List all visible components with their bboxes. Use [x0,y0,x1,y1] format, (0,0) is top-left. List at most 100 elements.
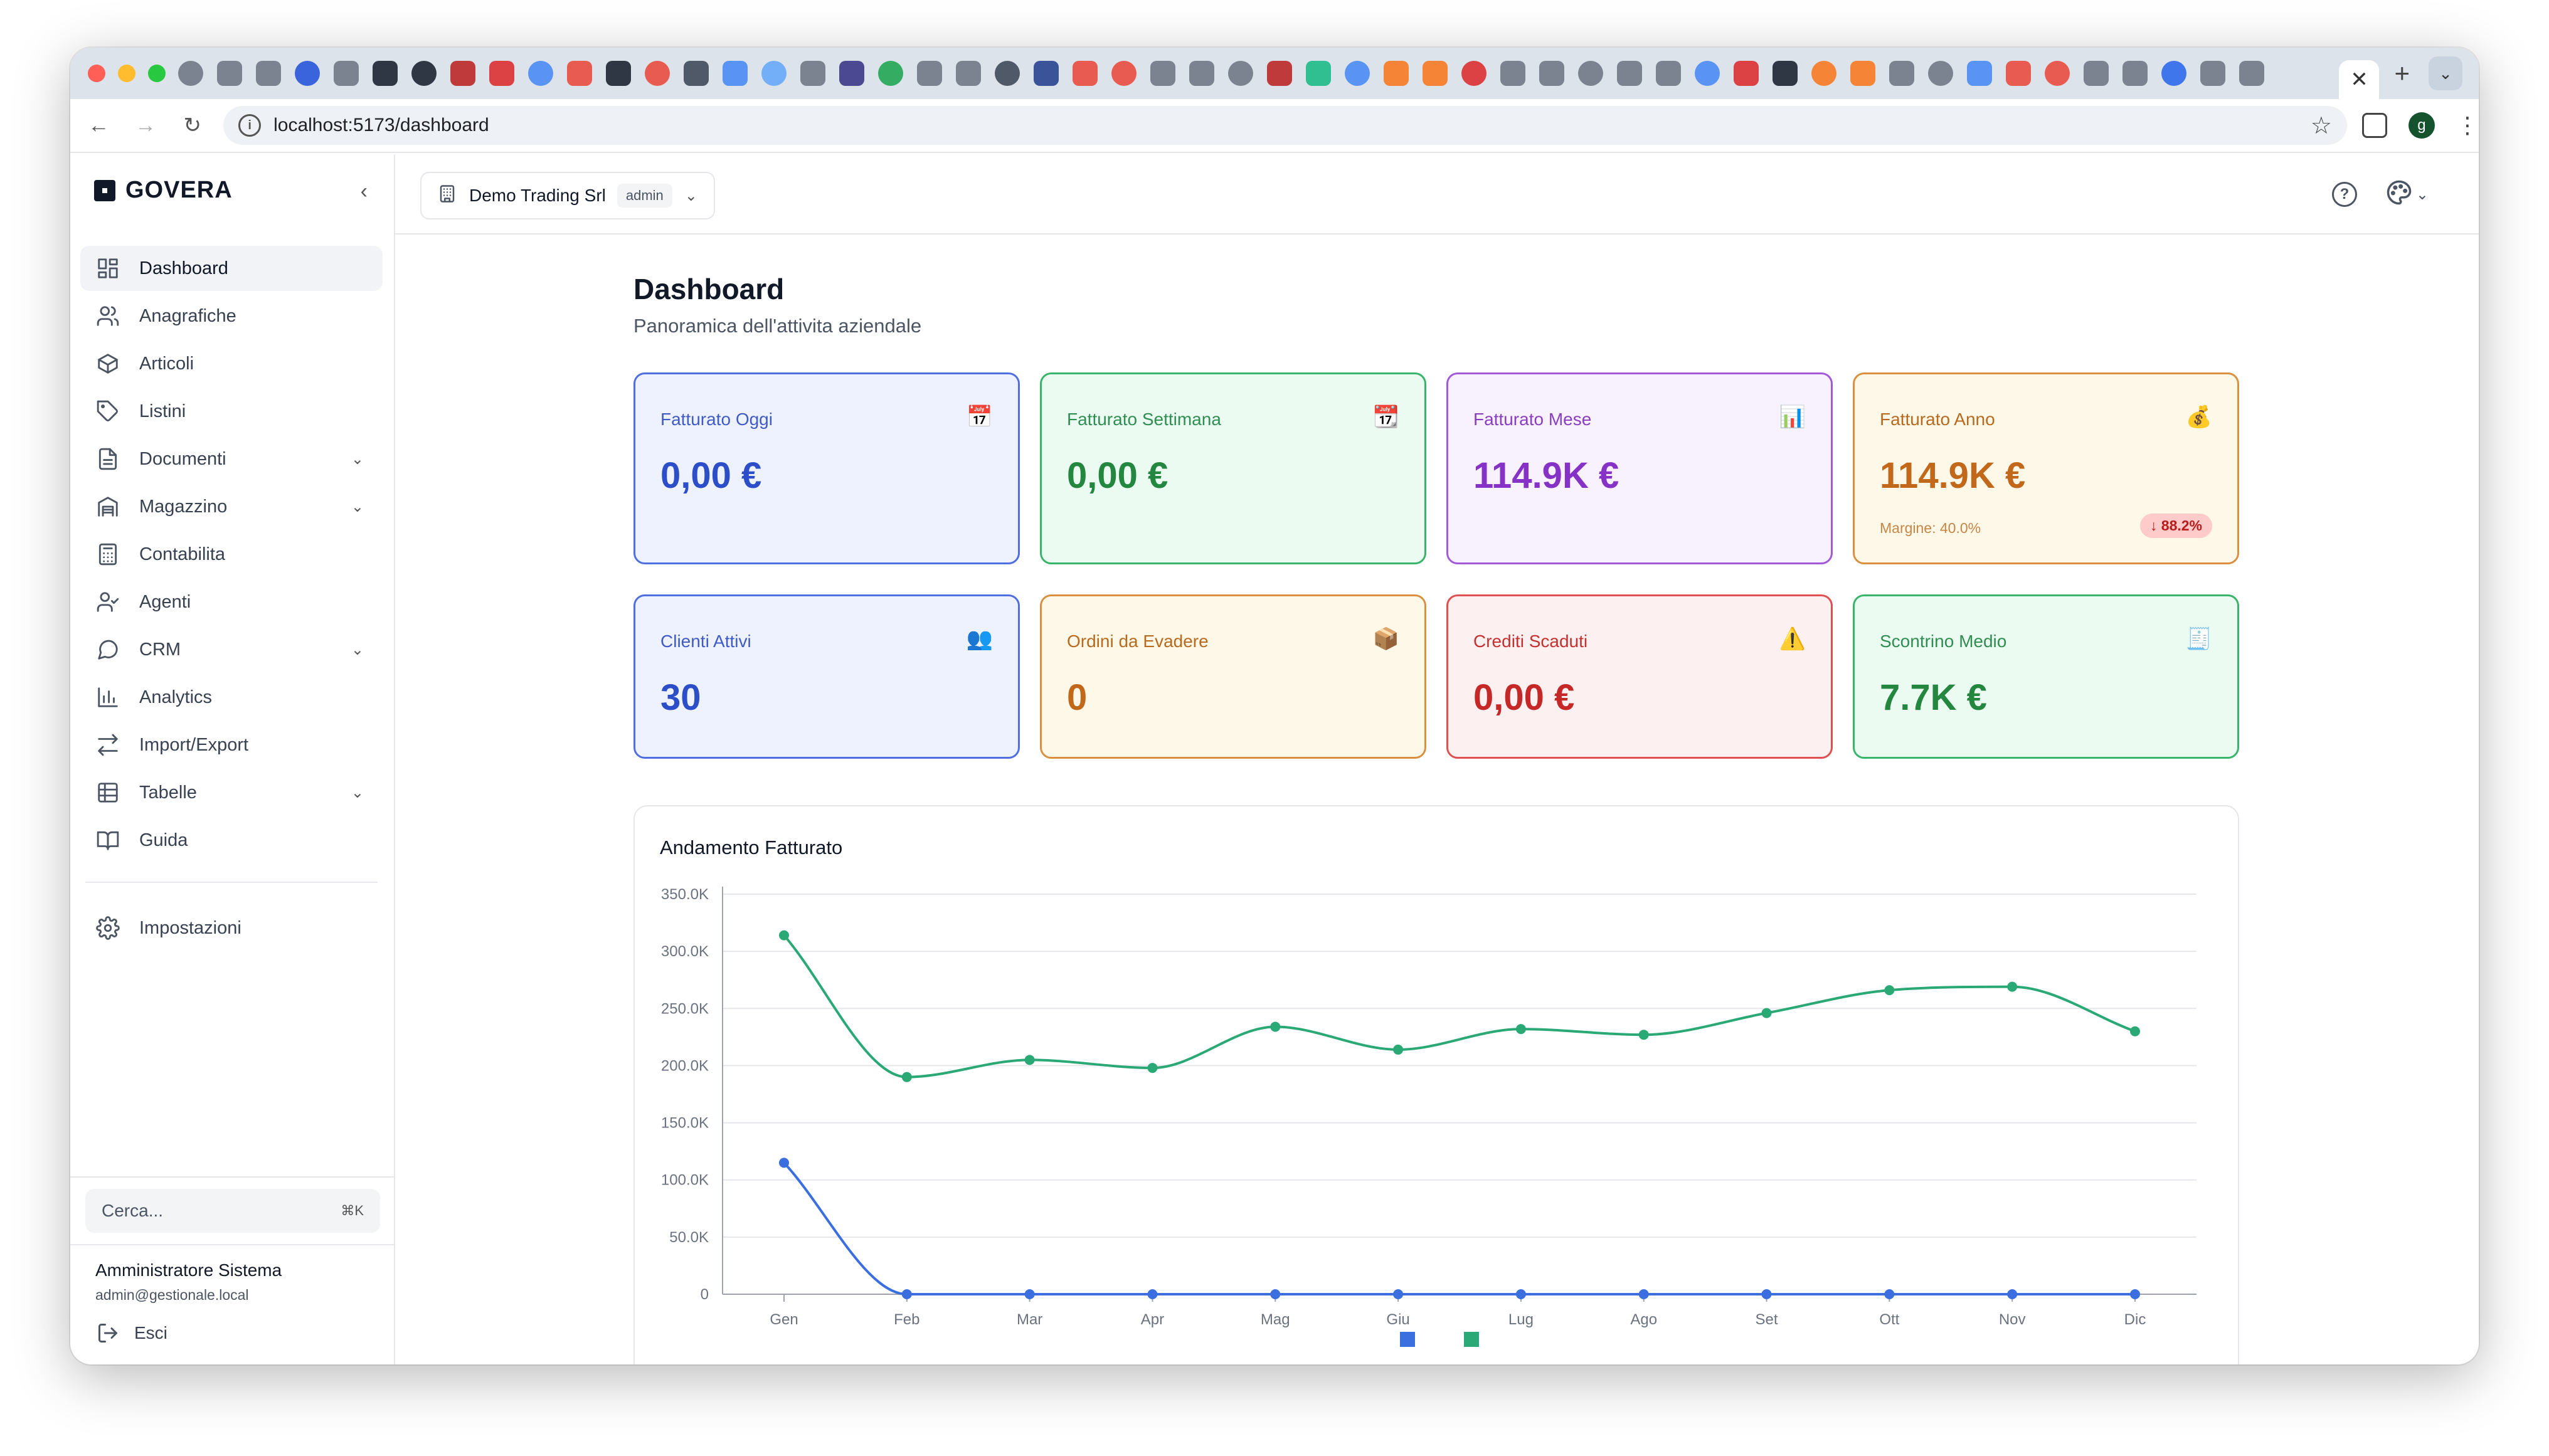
kpi-card-clienti-attivi[interactable]: Clienti Attivi 👥 30 [633,594,1020,759]
search-input[interactable]: Cerca... ⌘K [85,1189,380,1233]
tab-favicon-icon[interactable] [1539,61,1564,86]
forward-button[interactable]: → [135,113,157,137]
tab-favicon-icon[interactable] [373,61,398,86]
extensions-icon[interactable] [2361,113,2387,138]
tab-favicon-icon[interactable] [800,61,825,86]
company-selector[interactable]: Demo Trading Srl admin ⌄ [420,172,715,219]
tab-favicon-icon[interactable] [1578,61,1603,86]
sidebar-item-analytics[interactable]: Analytics [80,675,383,720]
tab-favicon-icon[interactable] [1889,61,1914,86]
tab-favicon-icon[interactable] [2239,61,2264,86]
tab-favicon-icon[interactable] [2200,61,2225,86]
tab-favicon-icon[interactable] [878,61,903,86]
address-bar[interactable]: i localhost:5173/dashboard ☆ [223,106,2347,145]
tab-favicon-icon[interactable] [1189,61,1214,86]
tab-favicon-icon[interactable] [411,61,437,86]
close-window-button[interactable] [88,65,105,82]
tab-favicon-icon[interactable] [723,61,748,86]
tab-favicon-icon[interactable] [684,61,709,86]
tab-favicon-icon[interactable] [1073,61,1098,86]
kpi-card-fatturato-settimana[interactable]: Fatturato Settimana 📆 0,00 € [1040,372,1426,564]
sidebar-item-magazzino[interactable]: Magazzino ⌄ [80,484,383,529]
sidebar-item-dashboard[interactable]: Dashboard [80,246,383,291]
maximize-window-button[interactable] [148,65,166,82]
sidebar-item-import-export[interactable]: Import/Export [80,722,383,768]
sidebar-item-documenti[interactable]: Documenti ⌄ [80,436,383,482]
active-tab[interactable]: ✕ [2339,60,2380,99]
tab-favicon-icon[interactable] [995,61,1020,86]
sidebar-item-listini[interactable]: Listini [80,389,383,434]
bookmark-star-icon[interactable]: ☆ [2310,112,2332,139]
sidebar-item-tabelle[interactable]: Tabelle ⌄ [80,770,383,815]
tab-favicon-icon[interactable] [1267,61,1292,86]
tab-favicon-icon[interactable] [178,61,203,86]
tab-favicon-icon[interactable] [217,61,242,86]
tab-favicon-icon[interactable] [1111,61,1137,86]
tab-favicon-icon[interactable] [1150,61,1175,86]
tab-favicon-icon[interactable] [2045,61,2070,86]
tab-favicon-icon[interactable] [761,61,787,86]
tab-favicon-icon[interactable] [450,61,475,86]
help-icon[interactable]: ? [2332,182,2357,207]
new-tab-button[interactable]: + [2394,58,2410,88]
tab-favicon-icon[interactable] [1500,61,1525,86]
sidebar-item-guida[interactable]: Guida [80,818,383,863]
tab-favicon-icon[interactable] [1811,61,1836,86]
tab-favicon-icon[interactable] [606,61,631,86]
sidebar-item-agenti[interactable]: Agenti [80,579,383,625]
collapse-sidebar-button[interactable]: ‹ [360,179,368,203]
logout-button[interactable]: Esci [95,1321,167,1346]
brand[interactable]: GOVERA [94,177,233,204]
profile-avatar[interactable]: g [2408,112,2435,139]
tab-favicon-icon[interactable] [1695,61,1720,86]
tab-favicon-icon[interactable] [1656,61,1681,86]
tab-favicon-icon[interactable] [2161,61,2186,86]
tab-favicon-icon[interactable] [1345,61,1370,86]
tab-favicon-icon[interactable] [1384,61,1409,86]
tab-favicon-icon[interactable] [334,61,359,86]
tab-favicon-icon[interactable] [295,61,320,86]
theme-palette-button[interactable]: ⌄ [2386,179,2429,210]
kpi-card-crediti-scaduti[interactable]: Crediti Scaduti ⚠️ 0,00 € [1446,594,1833,759]
tab-favicon-icon[interactable] [645,61,670,86]
tab-favicon-icon[interactable] [1773,61,1798,86]
sidebar-item-anagrafiche[interactable]: Anagrafiche [80,293,383,339]
sidebar-item-impostazioni[interactable]: Impostazioni [80,905,383,951]
browser-menu-icon[interactable]: ⋮ [2456,112,2479,138]
tab-favicon-icon[interactable] [917,61,942,86]
tab-favicon-icon[interactable] [1034,61,1059,86]
tab-favicon-icon[interactable] [839,61,864,86]
back-button[interactable]: ← [88,113,110,137]
sidebar-item-crm[interactable]: CRM ⌄ [80,627,383,672]
kpi-card-fatturato-anno[interactable]: Fatturato Anno 💰 114.9K € Margine: 40.0% ↓ 8… [1853,372,2239,564]
tab-favicon-icon[interactable] [1228,61,1253,86]
tab-search-button[interactable]: ⌄ [2429,56,2462,90]
tab-favicon-icon[interactable] [1734,61,1759,86]
tab-favicon-icon[interactable] [2084,61,2109,86]
tab-favicon-icon[interactable] [956,61,981,86]
tab-favicon-icon[interactable] [528,61,553,86]
kpi-card-ordini-da-evadere[interactable]: Ordini da Evadere 📦 0 [1040,594,1426,759]
tab-favicon-icon[interactable] [1461,61,1486,86]
kpi-card-fatturato-mese[interactable]: Fatturato Mese 📊 114.9K € [1446,372,1833,564]
tab-favicon-icon[interactable] [1306,61,1331,86]
tab-favicon-icon[interactable] [1423,61,1448,86]
tab-favicon-icon[interactable] [1617,61,1642,86]
kpi-card-fatturato-oggi[interactable]: Fatturato Oggi 📅 0,00 € [633,372,1020,564]
tab-favicon-icon[interactable] [489,61,514,86]
site-info-icon[interactable]: i [238,114,262,137]
sidebar-item-articoli[interactable]: Articoli [80,341,383,386]
url-text[interactable]: localhost:5173/dashboard [273,115,489,135]
tab-favicon-icon[interactable] [256,61,281,86]
tab-favicon-icon[interactable] [1928,61,1953,86]
tab-favicon-icon[interactable] [2122,61,2148,86]
reload-button[interactable]: ↻ [183,113,202,137]
tab-favicon-icon[interactable] [1967,61,1992,86]
minimize-window-button[interactable] [118,65,135,82]
sidebar-item-contabilita[interactable]: Contabilita [80,532,383,577]
tab-favicon-icon[interactable] [2006,61,2031,86]
tab-favicon-icon[interactable] [1850,61,1875,86]
kpi-card-scontrino-medio[interactable]: Scontrino Medio 🧾 7.7K € [1853,594,2239,759]
close-tab-icon[interactable]: ✕ [2350,68,2368,92]
tab-favicon-icon[interactable] [567,61,592,86]
